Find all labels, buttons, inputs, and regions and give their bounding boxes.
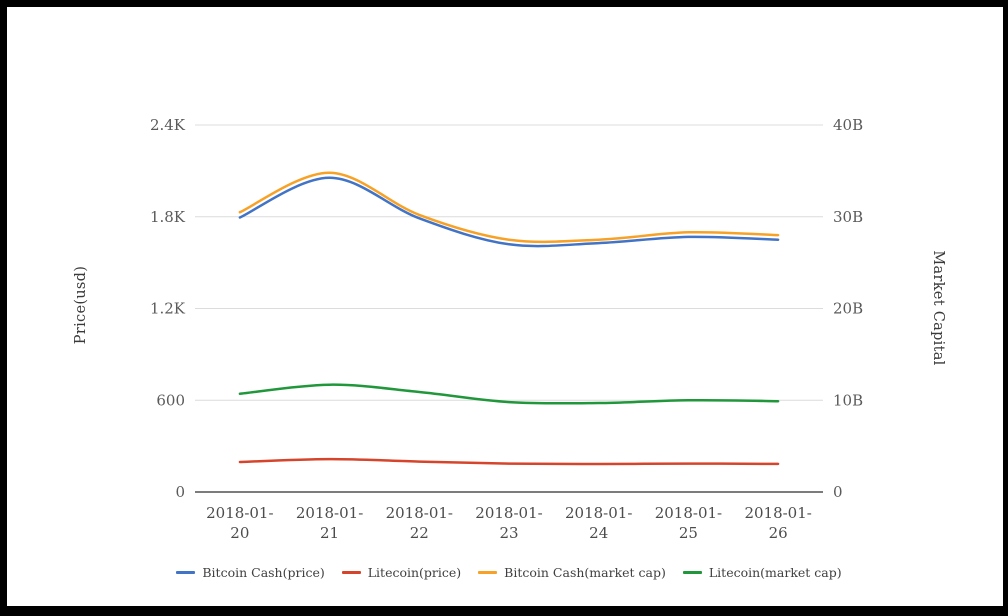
x-axis-label: 2018-01- [206,504,273,522]
right-axis-title: Market Capital [930,250,946,366]
legend-label: Litecoin(price) [367,565,462,580]
legend-label: Bitcoin Cash(price) [202,565,325,580]
left-axis-tick-label: 1.2K [150,300,186,318]
legend-dash-icon [682,571,702,574]
legend-label: Litecoin(market cap) [708,565,842,580]
right-axis-tick-label: 10B [833,391,863,409]
legend-item-litecoin-price[interactable]: Litecoin(price) [341,565,462,580]
series-line-litecoin-price [238,457,780,466]
legend-item-bitcoin-cash-price[interactable]: Bitcoin Cash(price) [176,565,325,580]
legend-label: Bitcoin Cash(market cap) [504,565,666,580]
left-axis-tick-label: 1.8K [150,208,186,226]
x-axis-label-line2: 25 [679,524,698,542]
x-axis-label: 2018-01- [296,504,363,522]
left-axis-tick-label: 600 [156,391,185,409]
series-line-litecoin-market-cap [238,383,780,405]
frame-border-right [1003,0,1008,616]
x-axis-label: 2018-01- [475,504,542,522]
legend-dash-icon [341,571,361,574]
x-axis-label: 2018-01- [386,504,453,522]
right-axis-tick-label: 0 [833,483,843,501]
x-axis-label: 2018-01- [565,504,632,522]
x-axis-label-line2: 22 [410,524,429,542]
series-line-bitcoin-cash-price [238,176,780,248]
left-axis-tick-label: 2.4K [150,116,186,134]
left-axis-title: Price(usd) [73,265,89,345]
frame-border-top [0,0,1008,7]
series-line-bitcoin-cash-market-cap [238,171,780,244]
legend-item-bitcoin-cash-market-cap[interactable]: Bitcoin Cash(market cap) [478,565,666,580]
legend-dash-icon [478,571,498,574]
x-axis-label: 2018-01- [744,504,811,522]
left-axis-tick-label: 0 [175,483,185,501]
x-axis-label-line2: 24 [589,524,608,542]
x-axis-label-line2: 20 [230,524,249,542]
legend: Bitcoin Cash(price) Litecoin(price) Bitcoi… [176,565,842,580]
right-axis-tick-label: 40B [833,116,863,134]
x-axis-label-line2: 21 [320,524,339,542]
x-axis-label: 2018-01- [655,504,722,522]
legend-item-litecoin-market-cap[interactable]: Litecoin(market cap) [682,565,842,580]
right-axis-tick-label: 30B [833,208,863,226]
frame-border-left [0,0,7,616]
x-axis-label-line2: 26 [769,524,788,542]
legend-dash-icon [176,571,196,574]
frame-border-bottom [0,606,1008,616]
right-axis-tick-label: 20B [833,300,863,318]
x-axis-label-line2: 23 [499,524,518,542]
